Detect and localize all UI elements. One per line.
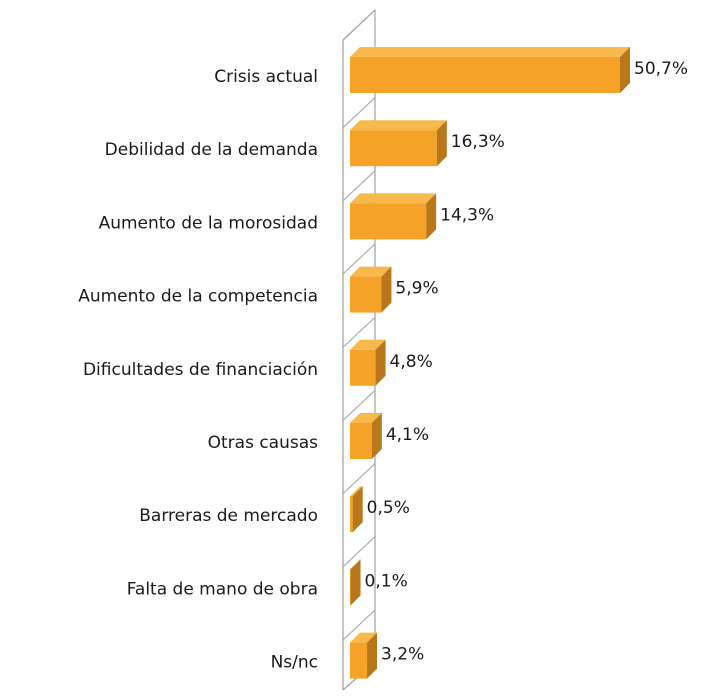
value-label: 3,2% bbox=[381, 645, 424, 665]
bar bbox=[350, 47, 630, 93]
value-label: 14,3% bbox=[440, 205, 494, 225]
bar-side bbox=[350, 559, 361, 606]
bar bbox=[350, 120, 447, 167]
value-label: 4,8% bbox=[390, 352, 433, 372]
bar-top bbox=[350, 413, 382, 423]
wall-divider bbox=[342, 243, 376, 275]
bar-front bbox=[350, 423, 372, 459]
bar-top bbox=[350, 120, 447, 131]
bar-side bbox=[375, 339, 386, 386]
value-label: 5,9% bbox=[395, 279, 438, 299]
wall-divider bbox=[342, 97, 376, 128]
category-label: Crisis actual bbox=[214, 67, 318, 87]
bar-top bbox=[350, 486, 363, 497]
wall-divider bbox=[342, 536, 376, 568]
bar-side bbox=[620, 47, 630, 93]
bar bbox=[350, 632, 378, 679]
category-label: Ns/nc bbox=[271, 653, 318, 673]
category-label: Aumento de la competencia bbox=[78, 287, 318, 307]
category-label: Otras causas bbox=[208, 433, 319, 453]
bar-front bbox=[350, 349, 376, 386]
bar-front bbox=[350, 496, 353, 533]
bar-top bbox=[350, 339, 386, 350]
bar-front bbox=[350, 642, 368, 679]
wall-divider bbox=[342, 463, 376, 494]
value-label: 4,1% bbox=[386, 425, 429, 445]
bar-top bbox=[350, 193, 437, 204]
back-wall bbox=[342, 9, 376, 691]
bar bbox=[350, 559, 361, 606]
wall-divider bbox=[342, 390, 376, 421]
bar-front bbox=[350, 57, 620, 93]
bar-side bbox=[436, 120, 447, 167]
bar-top bbox=[350, 632, 378, 643]
bar-side bbox=[381, 266, 392, 313]
bar-top bbox=[350, 47, 630, 57]
category-label: Aumento de la morosidad bbox=[99, 213, 318, 233]
value-label: 0,1% bbox=[365, 571, 408, 591]
bar-side bbox=[371, 413, 382, 459]
category-label: Dificultades de financiación bbox=[83, 360, 318, 380]
bar-top bbox=[350, 559, 361, 570]
bar bbox=[350, 266, 392, 313]
bar bbox=[350, 413, 382, 459]
bar bbox=[350, 339, 386, 386]
bar bbox=[350, 193, 437, 240]
bar bbox=[350, 486, 363, 533]
value-label: 50,7% bbox=[634, 59, 688, 79]
bar-front bbox=[350, 203, 427, 240]
bar-side bbox=[352, 486, 363, 533]
category-label: Falta de mano de obra bbox=[127, 579, 318, 599]
wall-divider bbox=[342, 316, 376, 348]
wall-divider bbox=[342, 170, 376, 202]
bar-side bbox=[367, 632, 378, 679]
category-label: Barreras de mercado bbox=[139, 506, 318, 526]
wall-divider bbox=[342, 609, 376, 641]
category-label: Debilidad de la demanda bbox=[105, 140, 318, 160]
value-label: 0,5% bbox=[367, 498, 410, 518]
bar-front bbox=[350, 276, 382, 313]
bar-top bbox=[350, 266, 392, 277]
bar-front bbox=[350, 569, 351, 606]
bar-front bbox=[350, 130, 437, 167]
bar-side bbox=[426, 193, 437, 240]
value-label: 16,3% bbox=[451, 132, 505, 152]
